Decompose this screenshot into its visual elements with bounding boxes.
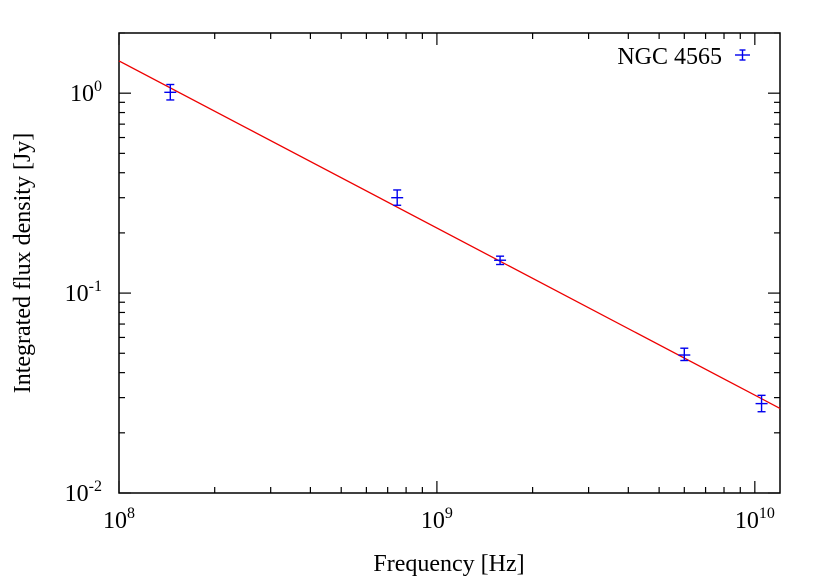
data-marks: [118, 60, 781, 413]
legend: NGC 4565: [617, 44, 750, 70]
x-tick-exponent: 9: [445, 505, 453, 522]
plot-frame: [118, 32, 781, 494]
plot-area: [118, 32, 781, 494]
data-point: [391, 189, 404, 206]
y-tick-exponent: 0: [94, 78, 102, 95]
y-tick-base: 10: [65, 481, 89, 507]
x-axis-ticks: 108 109 1010: [103, 33, 775, 534]
x-tick-label: 108: [103, 505, 135, 534]
data-point: [494, 255, 507, 266]
x-tick-base: 10: [421, 508, 445, 534]
y-tick-label: 100: [70, 78, 102, 107]
x-axis-label: Frequency [Hz]: [373, 551, 524, 577]
y-tick-base: 10: [65, 281, 89, 307]
y-axis-label: Integrated flux density [Jy]: [10, 133, 36, 394]
data-point: [164, 83, 177, 101]
x-tick-label: 109: [421, 505, 453, 534]
y-tick-exponent: -2: [89, 478, 102, 495]
x-tick-base: 10: [735, 508, 759, 534]
legend-marker: [735, 49, 750, 61]
y-tick-base: 10: [70, 81, 94, 107]
data-point: [755, 394, 768, 413]
y-tick-label: 10-1: [65, 278, 102, 307]
y-tick-exponent: -1: [89, 278, 102, 295]
x-tick-label: 1010: [735, 505, 775, 534]
data-point: [678, 347, 691, 362]
fit-line: [118, 60, 781, 409]
y-tick-label: 10-2: [65, 478, 102, 507]
x-tick-exponent: 10: [759, 505, 775, 522]
x-tick-exponent: 8: [127, 505, 135, 522]
x-tick-base: 10: [103, 508, 127, 534]
legend-label: NGC 4565: [617, 44, 722, 70]
